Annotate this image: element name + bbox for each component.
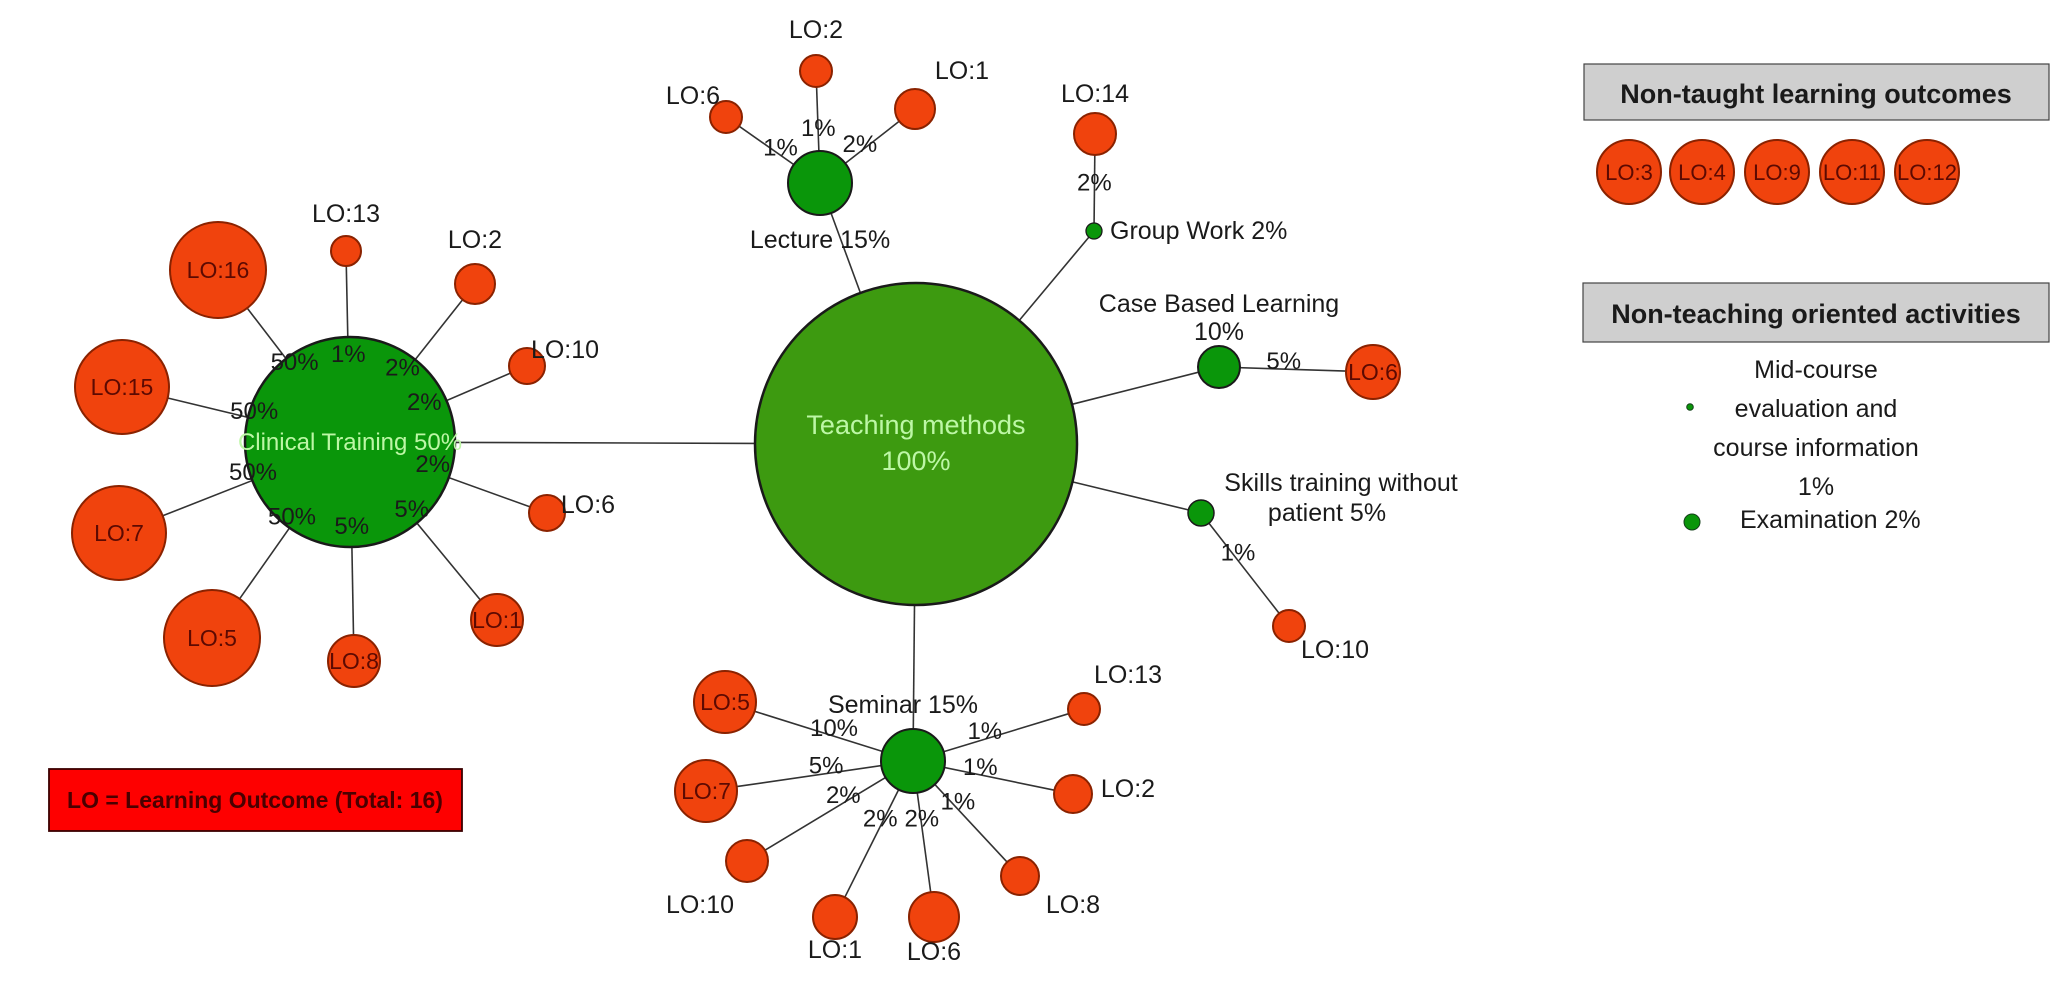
- svg-text:5%: 5%: [809, 753, 844, 780]
- svg-text:LO:6: LO:6: [1348, 359, 1398, 385]
- svg-text:LO:15: LO:15: [91, 374, 154, 400]
- svg-text:Lecture 15%: Lecture 15%: [750, 226, 890, 254]
- svg-text:5%: 5%: [334, 513, 369, 540]
- svg-text:LO:1: LO:1: [808, 936, 862, 964]
- svg-text:1%: 1%: [963, 754, 998, 781]
- svg-text:course information: course information: [1713, 434, 1919, 462]
- svg-text:Clinical Training 50%: Clinical Training 50%: [238, 429, 462, 456]
- svg-text:100%: 100%: [881, 446, 950, 476]
- svg-text:LO:4: LO:4: [1678, 160, 1726, 185]
- svg-text:patient 5%: patient 5%: [1268, 499, 1386, 527]
- svg-text:LO:2: LO:2: [789, 16, 843, 44]
- svg-text:2%: 2%: [904, 806, 939, 833]
- svg-text:50%: 50%: [271, 349, 319, 376]
- svg-text:1%: 1%: [331, 341, 366, 368]
- svg-text:Case Based Learning: Case Based Learning: [1099, 290, 1339, 318]
- svg-text:LO:14: LO:14: [1061, 80, 1129, 108]
- svg-text:2%: 2%: [863, 806, 898, 833]
- svg-text:LO:1: LO:1: [472, 607, 522, 633]
- svg-text:LO:12: LO:12: [1897, 160, 1957, 185]
- svg-text:Mid-course: Mid-course: [1754, 356, 1878, 384]
- svg-text:LO:13: LO:13: [1094, 661, 1162, 689]
- svg-text:LO:10: LO:10: [666, 891, 734, 919]
- svg-text:50%: 50%: [268, 503, 316, 530]
- svg-text:1%: 1%: [967, 718, 1002, 745]
- svg-text:1%: 1%: [801, 115, 836, 142]
- svg-text:10%: 10%: [1194, 318, 1244, 346]
- svg-text:1%: 1%: [763, 134, 798, 161]
- svg-text:2%: 2%: [407, 389, 442, 416]
- svg-text:1%: 1%: [1221, 540, 1256, 567]
- svg-text:2%: 2%: [385, 355, 420, 382]
- svg-text:50%: 50%: [229, 459, 277, 486]
- svg-text:5%: 5%: [394, 496, 429, 523]
- svg-text:50%: 50%: [230, 398, 278, 425]
- svg-text:2%: 2%: [826, 782, 861, 809]
- svg-text:LO:7: LO:7: [94, 520, 144, 546]
- svg-text:LO:6: LO:6: [907, 938, 961, 966]
- svg-text:LO:13: LO:13: [312, 200, 380, 228]
- svg-text:LO:5: LO:5: [187, 625, 237, 651]
- svg-text:LO:8: LO:8: [329, 648, 379, 674]
- svg-text:Teaching methods: Teaching methods: [806, 410, 1025, 440]
- svg-text:LO:9: LO:9: [1753, 160, 1801, 185]
- svg-text:LO:2: LO:2: [448, 226, 502, 254]
- svg-text:Skills training without: Skills training without: [1224, 469, 1457, 497]
- svg-text:LO:2: LO:2: [1101, 775, 1155, 803]
- svg-text:LO:10: LO:10: [1301, 636, 1369, 664]
- svg-text:LO = Learning Outcome (Total:: LO = Learning Outcome (Total: 16): [67, 787, 443, 813]
- svg-text:LO:10: LO:10: [531, 336, 599, 364]
- svg-text:evaluation and: evaluation and: [1735, 395, 1898, 423]
- svg-text:LO:7: LO:7: [681, 778, 731, 804]
- svg-text:Seminar 15%: Seminar 15%: [828, 691, 978, 719]
- svg-text:LO:6: LO:6: [561, 491, 615, 519]
- svg-text:1%: 1%: [1798, 473, 1834, 501]
- svg-text:LO:8: LO:8: [1046, 891, 1100, 919]
- svg-text:5%: 5%: [1266, 348, 1301, 375]
- svg-text:LO:3: LO:3: [1605, 160, 1653, 185]
- svg-text:2%: 2%: [1077, 169, 1112, 196]
- svg-text:LO:5: LO:5: [700, 689, 750, 715]
- svg-text:LO:6: LO:6: [666, 82, 720, 110]
- svg-text:1%: 1%: [941, 788, 976, 815]
- svg-text:10%: 10%: [810, 715, 858, 742]
- svg-text:2%: 2%: [843, 131, 878, 158]
- svg-text:Non-taught learning outcomes: Non-taught learning outcomes: [1620, 79, 2012, 109]
- svg-text:LO:11: LO:11: [1823, 160, 1881, 185]
- svg-text:LO:1: LO:1: [935, 57, 989, 85]
- svg-text:Examination 2%: Examination 2%: [1740, 506, 1921, 534]
- svg-text:Group Work 2%: Group Work 2%: [1110, 217, 1287, 245]
- svg-text:LO:16: LO:16: [187, 257, 250, 283]
- svg-text:Non-teaching oriented activiti: Non-teaching oriented activities: [1611, 299, 2021, 329]
